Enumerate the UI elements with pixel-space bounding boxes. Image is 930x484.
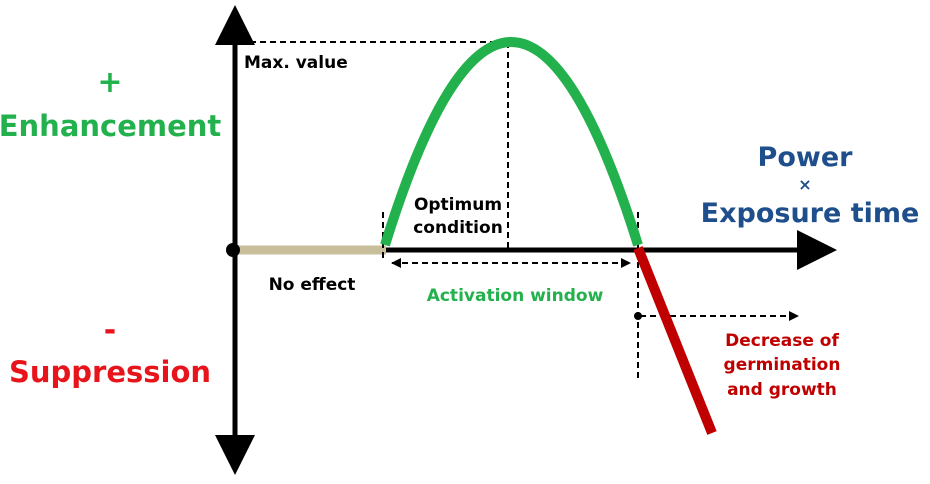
- decrease-label: and growth: [727, 380, 837, 400]
- x-axis-label: ×: [798, 175, 811, 194]
- minus-sign: -: [104, 313, 116, 348]
- suppression-label: Suppression: [9, 355, 211, 389]
- suppression-line: [633, 246, 717, 435]
- optimum-label: condition: [413, 218, 503, 238]
- plus-sign: +: [97, 65, 122, 100]
- x-axis-label: Power: [758, 142, 854, 173]
- max-value-label: Max. value: [244, 53, 348, 73]
- x-axis-label: Exposure time: [701, 198, 920, 229]
- no-effect-label: No effect: [269, 275, 356, 295]
- activation-curve: [380, 37, 643, 247]
- decrease-dot: [634, 312, 642, 320]
- enhancement-label: Enhancement: [0, 109, 221, 143]
- activation-window-label: Activation window: [427, 286, 604, 306]
- decrease-label: germination: [724, 355, 841, 375]
- optimum-label: Optimum: [414, 195, 502, 215]
- decrease-label: Decrease of: [725, 331, 839, 351]
- origin: [226, 243, 240, 257]
